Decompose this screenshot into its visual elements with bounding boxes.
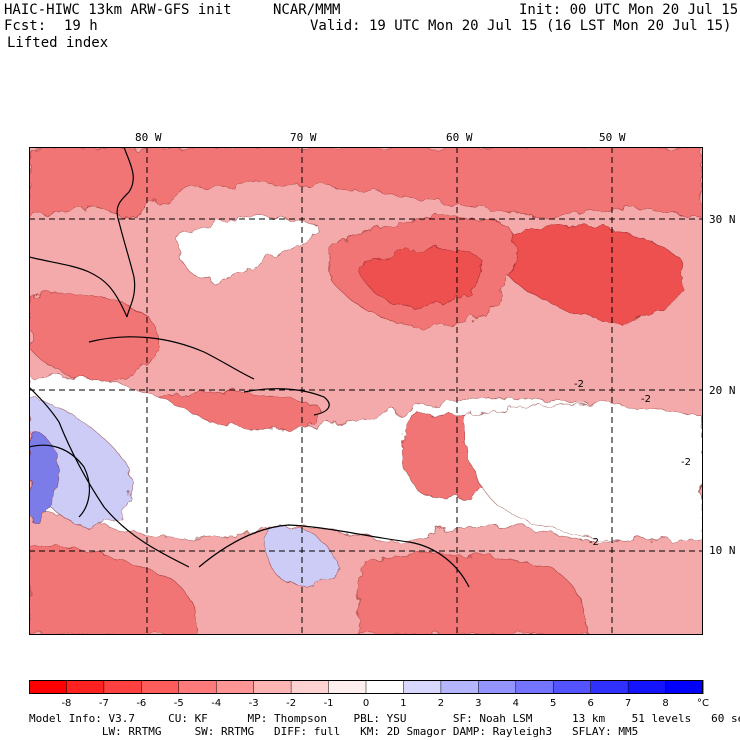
unstable-region-north	[29, 147, 703, 218]
coast-central-america	[29, 386, 190, 568]
legend-tick-label: -8	[61, 698, 71, 709]
legend-tick-label: 1	[400, 698, 406, 709]
legend-tick-label: 5	[550, 698, 556, 709]
coast-hispaniola	[243, 388, 330, 416]
legend-tick-label: -6	[136, 698, 146, 709]
model-info-line1: Model Info: V3.7 CU: KF MP: Thompson PBL…	[29, 712, 740, 725]
legend-tick-label: 6	[587, 698, 593, 709]
legend-swatch	[665, 680, 704, 694]
lat-label-20n: 20 N	[709, 384, 736, 397]
forecast-label: Fcst:	[4, 18, 47, 34]
legend-tick-label: 7	[625, 698, 631, 709]
contour-label: -2	[589, 537, 599, 548]
legend-swatch	[328, 680, 367, 694]
legend-swatch	[216, 680, 255, 694]
legend-swatch	[590, 680, 629, 694]
coast-us-east	[116, 147, 136, 318]
legend-tick-label: 0	[363, 698, 369, 709]
legend-swatch	[66, 680, 105, 694]
legend-swatch	[553, 680, 592, 694]
coastlines	[29, 147, 470, 588]
lat-label-10n: 10 N	[709, 544, 736, 557]
center-label: NCAR/MMM	[273, 2, 341, 18]
legend-tick-label: -5	[174, 698, 184, 709]
map-frame	[29, 147, 703, 635]
legend-swatch	[628, 680, 667, 694]
legend-tick-label: -2	[286, 698, 296, 709]
legend-swatch	[478, 680, 517, 694]
legend-swatch	[178, 680, 217, 694]
legend-tick-label: -1	[324, 698, 334, 709]
legend-tick-label: 3	[475, 698, 481, 709]
legend-swatch	[291, 680, 330, 694]
legend-swatch	[440, 680, 479, 694]
legend-swatch	[29, 680, 67, 694]
contour-label: -2	[641, 394, 651, 405]
lon-label-60w: 60 W	[446, 131, 473, 144]
very-unstable-region-east	[498, 225, 686, 323]
legend-swatch	[515, 680, 554, 694]
unstable-region-west	[29, 292, 158, 383]
legend-swatch	[253, 680, 292, 694]
lon-label-50w: 50 W	[599, 131, 626, 144]
unstable-region-southwest	[29, 545, 200, 635]
stable-region-central-america	[29, 431, 60, 520]
legend-tick-label: -3	[249, 698, 259, 709]
coast-yucatan	[29, 444, 91, 518]
lon-label-70w: 70 W	[290, 131, 317, 144]
legend-tick-label: 8	[662, 698, 668, 709]
neutral-region-atlantic-east	[464, 403, 703, 542]
model-title: HAIC-HIWC 13km ARW-GFS init	[4, 2, 232, 18]
init-time: Init: 00 UTC Mon 20 Jul 15	[519, 2, 739, 18]
coast-gulf	[29, 256, 128, 318]
legend-unit: °C	[697, 698, 709, 709]
legend-swatches	[29, 680, 704, 694]
coast-cuba	[88, 336, 255, 380]
stable-region-venezuela	[264, 525, 340, 586]
unstable-region-south	[358, 553, 590, 635]
lat-label-30n: 30 N	[709, 213, 736, 226]
legend-tick-labels: -8 -7 -6 -5 -4 -3 -2 -1 0 1 2 3 4 5 6 7 8	[61, 680, 669, 709]
coast-south-america	[198, 524, 470, 588]
legend-tick-label: 4	[513, 698, 519, 709]
legend-swatch	[141, 680, 180, 694]
field-name: Lifted index	[7, 35, 109, 51]
legend-tick-label: 2	[438, 698, 444, 709]
lifted-index-map: -2 -2 -2 -2	[29, 147, 703, 635]
valid-time: Valid: 19 UTC Mon 20 Jul 15 (16 LST Mon …	[310, 18, 732, 34]
model-info-line2: LW: RRTMG SW: RRTMG DIFF: full KM: 2D Sm…	[29, 725, 639, 738]
legend-tick-label: -4	[211, 698, 221, 709]
neutral-region-florida-band	[178, 215, 320, 282]
legend-tick-label: -7	[99, 698, 109, 709]
very-unstable-region-central	[358, 248, 482, 308]
legend-swatch	[103, 680, 142, 694]
legend-swatch	[366, 680, 404, 694]
color-legend: -8 -7 -6 -5 -4 -3 -2 -1 0 1 2 3 4 5 6 7 8 °C	[29, 680, 709, 709]
legend-swatch	[403, 680, 442, 694]
forecast-hour: 19 h	[64, 18, 98, 34]
lon-label-80w: 80 W	[135, 131, 162, 144]
contour-label: -2	[574, 379, 584, 390]
contour-label: -2	[681, 457, 691, 468]
